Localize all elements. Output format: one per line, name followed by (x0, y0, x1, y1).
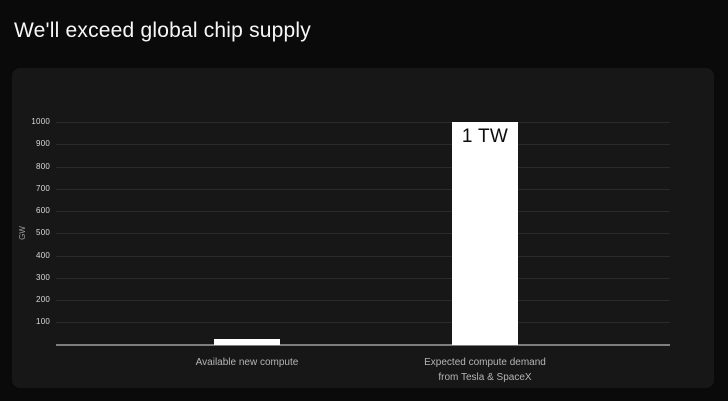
y-tick-label-100: 100 (36, 317, 50, 327)
gridline-400 (56, 255, 670, 257)
y-tick-label-1000: 1000 (31, 117, 50, 126)
y-tick-label-700: 700 (36, 183, 50, 193)
page-title: We'll exceed global chip supply (14, 19, 311, 42)
gridline-900 (56, 144, 670, 146)
x-category-label: Available new compute (195, 357, 299, 368)
bar-value-label: 1 TW (461, 126, 509, 147)
gridline-300 (56, 277, 670, 279)
y-tick-label-500: 500 (36, 228, 50, 238)
y-tick-label-900: 900 (36, 139, 50, 149)
y-tick-label-400: 400 (36, 250, 50, 260)
y-tick-label-800: 800 (36, 161, 50, 171)
gridline-800 (56, 166, 670, 168)
plot-area: GW 100 200 300 400 500 600 700 800 900 1000 Availa… (12, 68, 714, 388)
x-category-label: Expected compute demand from Tesla & Spa… (424, 357, 546, 383)
bar-available-new-compute (214, 338, 280, 345)
y-tick-label-300: 300 (36, 272, 50, 282)
y-tick-label-600: 600 (36, 206, 50, 215)
bar-expected-compute-demand: 1 TW (452, 122, 518, 345)
gridline-500 (56, 233, 670, 235)
y-tick-label-200: 200 (36, 295, 50, 304)
gridline-600 (56, 211, 670, 212)
gridline-1000 (56, 122, 670, 123)
gridline-700 (56, 188, 670, 190)
gridline-100 (56, 322, 670, 324)
x-axis-line (56, 343, 670, 346)
gridline-200 (56, 300, 670, 301)
chart-panel: GW 100 200 300 400 500 600 700 800 900 1000 Availa… (12, 68, 714, 388)
